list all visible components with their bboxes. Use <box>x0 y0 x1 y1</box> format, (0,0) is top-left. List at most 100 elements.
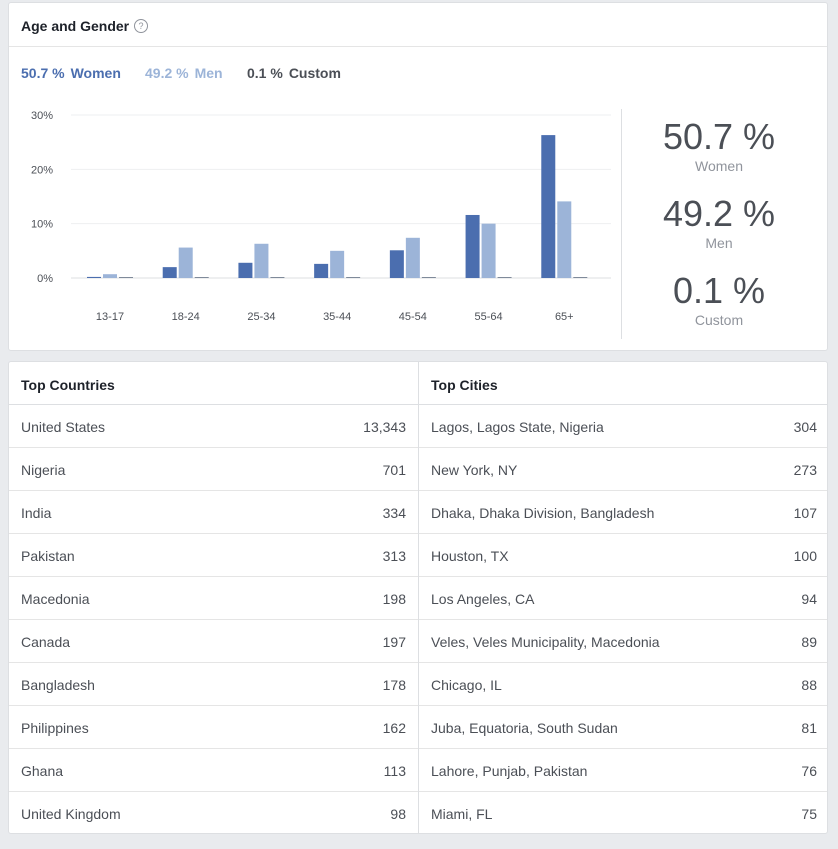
summary-men-value: 49.2 % <box>662 193 776 234</box>
summary-custom: 0.1 % Custom <box>629 271 809 329</box>
summary-custom-label: Custom <box>694 312 744 328</box>
country-name: United States <box>21 419 106 435</box>
x-tick-label: 18-24 <box>172 311 200 323</box>
y-tick-label: 10% <box>31 219 53 231</box>
bar-women[interactable] <box>314 263 329 278</box>
country-count: 13,343 <box>363 419 406 435</box>
city-name: Miami, FL <box>431 806 493 822</box>
top-countries-header: Top Countries <box>9 362 418 405</box>
country-row: Macedonia 198 <box>9 577 418 620</box>
city-name: Los Angeles, CA <box>431 591 535 607</box>
summary-custom-value: 0.1 % <box>672 270 766 311</box>
country-row: United States 13,343 <box>9 405 418 448</box>
country-count: 178 <box>382 677 406 693</box>
country-name: Nigeria <box>21 462 66 478</box>
country-count: 113 <box>383 763 406 779</box>
city-count: 88 <box>801 677 817 693</box>
legend-custom-label: Custom <box>288 65 341 81</box>
top-cities-rows: Lagos, Lagos State, Nigeria 304 New York, … <box>419 405 827 833</box>
bar-women[interactable] <box>541 135 556 278</box>
card-header: Age and Gender ? <box>9 3 827 47</box>
city-name: Houston, TX <box>431 548 509 564</box>
city-count: 107 <box>793 505 817 521</box>
x-tick-label: 65+ <box>555 311 574 323</box>
bar-men[interactable] <box>481 223 496 278</box>
city-row: Veles, Veles Municipality, Macedonia 89 <box>419 620 827 663</box>
bar-custom[interactable] <box>270 277 285 278</box>
age-gender-card: Age and Gender ? 50.7 % Women 49.2 % Men 0… <box>8 2 828 351</box>
city-name: Dhaka, Dhaka Division, Bangladesh <box>431 505 655 521</box>
bar-men[interactable] <box>254 243 269 278</box>
city-name: Lahore, Punjab, Pakistan <box>431 763 588 779</box>
country-row: Ghana 113 <box>9 749 418 792</box>
city-name: Juba, Equatoria, South Sudan <box>431 720 618 736</box>
country-name: Pakistan <box>21 548 75 564</box>
legend-women-pct: 50.7 % <box>21 65 65 81</box>
vertical-divider <box>621 109 622 339</box>
city-count: 75 <box>801 806 817 822</box>
country-row: Philippines 162 <box>9 706 418 749</box>
country-count: 701 <box>382 462 406 478</box>
country-row: Canada 197 <box>9 620 418 663</box>
country-name: Ghana <box>21 763 64 779</box>
country-count: 197 <box>382 634 406 650</box>
x-tick-label: 45-54 <box>399 311 427 323</box>
bar-custom[interactable] <box>497 277 512 278</box>
summary-women: 50.7 % Women <box>629 117 809 175</box>
bar-custom[interactable] <box>119 277 133 278</box>
city-count: 76 <box>801 763 817 779</box>
legend-men[interactable]: 49.2 % Men <box>145 65 229 81</box>
country-count: 198 <box>382 591 406 607</box>
bar-men[interactable] <box>103 274 117 278</box>
bar-custom[interactable] <box>421 277 436 278</box>
summary-men-label: Men <box>705 235 733 251</box>
x-tick-label: 35-44 <box>323 311 351 323</box>
city-row: Chicago, IL 88 <box>419 663 827 706</box>
city-row: Miami, FL 75 <box>419 792 827 833</box>
x-tick-label: 25-34 <box>247 311 275 323</box>
bar-women[interactable] <box>238 262 253 278</box>
bar-custom[interactable] <box>573 277 588 278</box>
country-row: India 334 <box>9 491 418 534</box>
bar-men[interactable] <box>557 201 572 278</box>
country-name: United Kingdom <box>21 806 121 822</box>
bar-women[interactable] <box>465 214 480 278</box>
legend-custom-pct: 0.1 % <box>247 65 283 81</box>
x-tick-label: 13-17 <box>96 311 124 323</box>
bar-women[interactable] <box>87 276 101 278</box>
summary-men: 49.2 % Men <box>629 194 809 252</box>
legend-women[interactable]: 50.7 % Women <box>21 65 127 81</box>
city-count: 94 <box>801 591 817 607</box>
city-name: New York, NY <box>431 462 518 478</box>
y-tick-label: 30% <box>31 110 53 122</box>
bar-custom[interactable] <box>194 277 209 278</box>
country-name: Macedonia <box>21 591 90 607</box>
summary-women-label: Women <box>695 158 743 174</box>
bar-men[interactable] <box>330 250 345 278</box>
legend-women-label: Women <box>70 65 121 81</box>
city-row: New York, NY 273 <box>419 448 827 491</box>
bar-women[interactable] <box>389 250 404 278</box>
city-count: 273 <box>793 462 817 478</box>
country-name: India <box>21 505 52 521</box>
bar-men[interactable] <box>405 237 420 278</box>
city-count: 89 <box>801 634 817 650</box>
help-icon[interactable]: ? <box>134 19 148 33</box>
country-row: Pakistan 313 <box>9 534 418 577</box>
age-gender-bar-chart: 0% 10% 20% 30% 13-17 18-24 25-34 35-44 45-54 55-6… <box>31 110 611 323</box>
city-row: Lahore, Punjab, Pakistan 76 <box>419 749 827 792</box>
bar-custom[interactable] <box>346 277 361 278</box>
summary-women-value: 50.7 % <box>662 116 776 157</box>
country-name: Philippines <box>21 720 89 736</box>
bar-women[interactable] <box>162 267 177 278</box>
y-tick-label: 0% <box>37 273 53 285</box>
top-countries-table: Top Countries United States 13,343 Nigeria… <box>9 362 419 833</box>
card-title: Age and Gender <box>21 18 130 34</box>
top-cities-table: Top Cities Lagos, Lagos State, Nigeria 30… <box>419 362 827 833</box>
top-countries-rows: United States 13,343 Nigeria 701 India 334 Pak… <box>9 405 418 833</box>
country-row: Bangladesh 178 <box>9 663 418 706</box>
country-name: Canada <box>21 634 71 650</box>
bar-men[interactable] <box>178 247 193 278</box>
city-row: Lagos, Lagos State, Nigeria 304 <box>419 405 827 448</box>
legend-custom[interactable]: 0.1 % Custom <box>247 65 347 81</box>
